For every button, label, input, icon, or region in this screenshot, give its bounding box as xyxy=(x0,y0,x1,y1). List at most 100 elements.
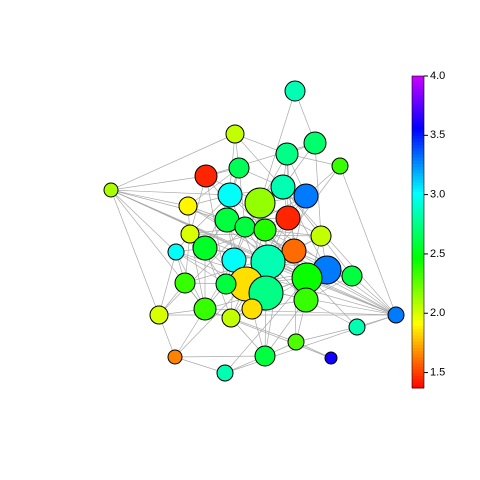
node xyxy=(234,216,256,238)
color-bar-strip xyxy=(412,253,424,258)
color-bar-frame xyxy=(411,75,425,389)
color-bar-strip xyxy=(412,285,424,289)
edge xyxy=(110,189,189,207)
edge xyxy=(187,205,308,279)
color-bar-strip xyxy=(412,163,424,167)
color-bar-strip xyxy=(412,294,424,299)
edge xyxy=(110,189,231,196)
node xyxy=(293,183,319,209)
node xyxy=(221,308,241,328)
node xyxy=(303,131,327,155)
color-bar-strip xyxy=(412,175,424,180)
color-bar-strip xyxy=(412,119,424,124)
color-bar-strip xyxy=(412,178,424,183)
color-bar-strip xyxy=(412,378,424,383)
color-bar-strip xyxy=(412,94,424,99)
node xyxy=(178,196,198,216)
color-bar-strip xyxy=(412,79,424,83)
color-bar-strip xyxy=(412,85,424,89)
color-bar-strip xyxy=(412,207,424,211)
node xyxy=(228,157,250,179)
color-bar-strip xyxy=(412,172,424,177)
color-bar-strip xyxy=(412,328,424,333)
edge xyxy=(187,167,240,207)
color-bar-strip xyxy=(412,372,424,377)
color-bar-strip xyxy=(412,313,424,317)
edge xyxy=(110,189,160,316)
color-tick-label: 1.5 xyxy=(430,366,445,378)
color-bar-strip xyxy=(412,303,424,308)
node xyxy=(241,298,263,320)
color-bar-strip xyxy=(412,306,424,311)
node xyxy=(275,205,301,231)
color-bar-strip xyxy=(412,150,424,155)
node xyxy=(216,364,234,382)
color-bar-strip xyxy=(412,241,424,245)
color-bar-strip xyxy=(412,182,424,186)
node xyxy=(193,297,217,321)
edge xyxy=(158,226,246,316)
node xyxy=(270,174,296,200)
color-tick-label: 2.0 xyxy=(430,307,445,319)
color-bar-strip xyxy=(412,235,424,239)
color-bar-strip xyxy=(412,247,424,252)
node xyxy=(287,333,305,351)
color-tick-label: 3.5 xyxy=(430,129,445,141)
color-bar-strip xyxy=(412,269,424,274)
color-bar-strip xyxy=(412,381,424,386)
color-bar-strip xyxy=(412,356,424,361)
node xyxy=(387,306,405,324)
edge xyxy=(230,317,297,343)
node xyxy=(167,349,183,365)
color-bar-strip xyxy=(412,210,424,214)
color-bar-strip xyxy=(412,228,424,233)
color-bar-strip xyxy=(412,300,424,305)
color-bar-strip xyxy=(412,310,424,314)
node xyxy=(225,124,245,144)
nodes xyxy=(103,80,405,382)
color-bar-strip xyxy=(412,238,424,242)
color-bar-strip xyxy=(412,129,424,133)
color-bar-strip xyxy=(412,344,424,348)
color-bar-strip xyxy=(412,113,424,118)
color-bar-strip xyxy=(412,278,424,283)
color-bar-strip xyxy=(412,107,424,111)
color-bar-strip xyxy=(412,316,424,320)
color-bar-strip xyxy=(412,353,424,358)
color-bar-strip xyxy=(412,132,424,136)
color-bar-strip xyxy=(412,375,424,380)
color-bar-strip xyxy=(412,347,424,352)
edge xyxy=(286,153,295,252)
edge xyxy=(205,142,316,177)
node xyxy=(284,80,306,102)
color-bar-strip xyxy=(412,366,424,370)
edge xyxy=(110,175,207,191)
color-bar-strip xyxy=(412,197,424,202)
node xyxy=(310,225,332,247)
color-bar-strip xyxy=(412,116,424,121)
node xyxy=(103,182,119,198)
color-bar-strip xyxy=(412,104,424,108)
color-bar-strip xyxy=(412,144,424,149)
color-bar-strip xyxy=(412,82,424,86)
edge xyxy=(174,355,266,358)
color-bar-strip xyxy=(412,288,424,292)
color-bar-strip xyxy=(412,135,424,139)
node xyxy=(324,351,338,365)
edge xyxy=(110,189,177,253)
edge xyxy=(224,314,397,374)
color-bar-strip xyxy=(412,154,424,158)
color-bar-strip xyxy=(412,160,424,164)
color-bar-strip xyxy=(412,147,424,152)
node xyxy=(348,318,366,336)
color-bar-strip xyxy=(412,363,424,367)
color-bar-strip xyxy=(412,76,424,80)
color-bar-strip xyxy=(412,244,424,249)
color-bar-strip xyxy=(412,359,424,364)
node xyxy=(293,287,319,313)
edge xyxy=(175,251,397,316)
color-bar-strip xyxy=(412,97,424,102)
edge xyxy=(110,189,228,221)
color-bar-strip xyxy=(412,322,424,327)
